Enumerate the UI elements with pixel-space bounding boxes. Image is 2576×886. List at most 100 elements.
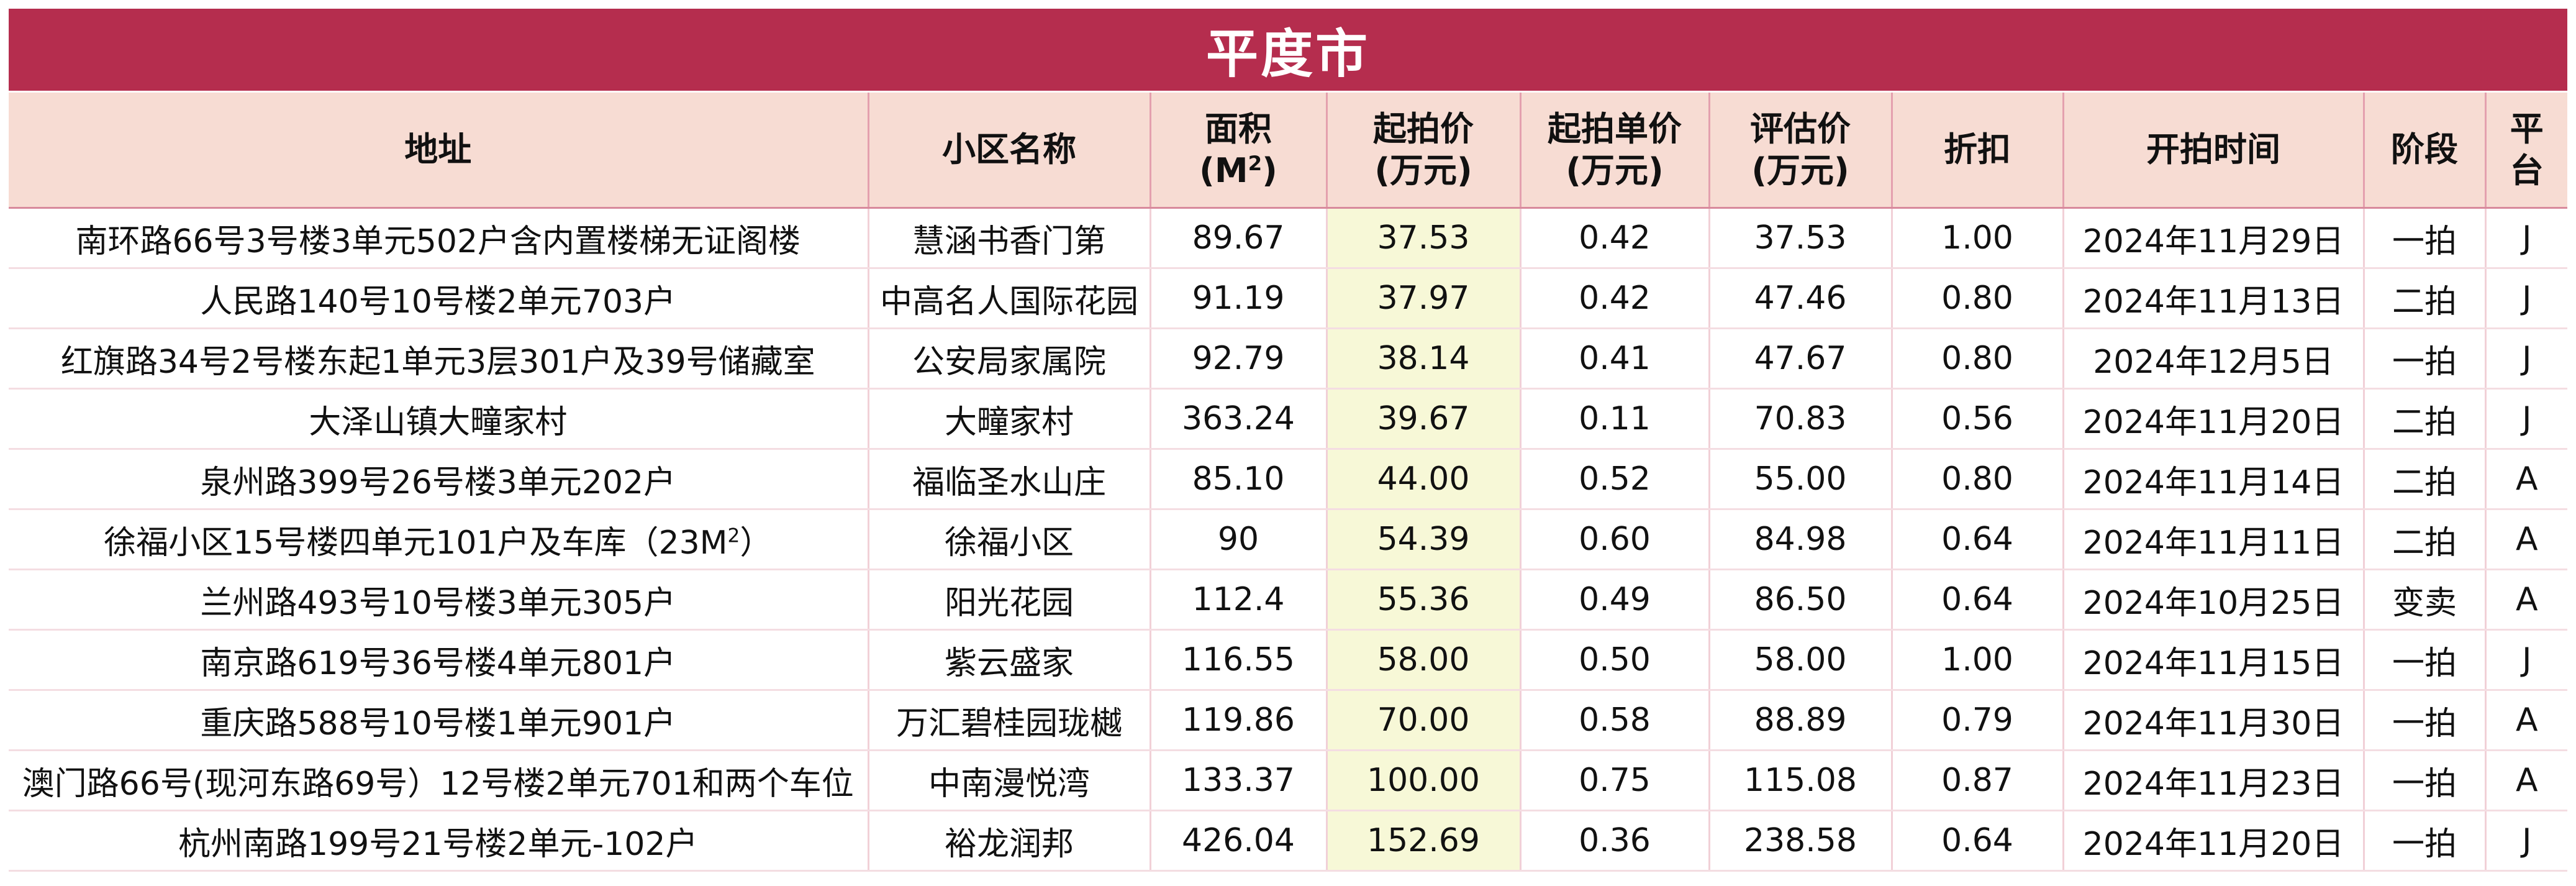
header-row: 地址 小区名称 面积 (M2) 起拍价 (万元) 起拍单价 (万元) 评估价 (万元) … <box>9 93 2567 209</box>
cell-address: 澳门路66号(现河东路69号）12号楼2单元701和两个车位 <box>9 750 869 811</box>
cell-unit-price: 0.50 <box>1520 629 1710 691</box>
cell-platform: J <box>2485 810 2567 872</box>
table-row: 泉州路399号26号楼3单元202户 福临圣水山庄 85.10 44.00 0.… <box>9 449 2567 510</box>
cell-discount: 0.80 <box>1892 328 2064 390</box>
cell-start-price: 37.97 <box>1327 268 1522 329</box>
cell-start-time: 2024年11月15日 <box>2063 629 2365 691</box>
cell-address: 徐福小区15号楼四单元101户及车库（23M2） <box>9 509 869 570</box>
cell-address: 重庆路588号10号楼1单元901户 <box>9 690 869 751</box>
cell-address: 杭州南路199号21号楼2单元-102户 <box>9 810 869 872</box>
cell-address: 南京路619号36号楼4单元801户 <box>9 629 869 691</box>
cell-start-price: 54.39 <box>1327 509 1522 570</box>
cell-unit-price: 0.36 <box>1520 810 1710 872</box>
cell-community: 公安局家属院 <box>868 328 1151 390</box>
cell-appraisal: 37.53 <box>1709 208 1893 269</box>
cell-unit-price: 0.42 <box>1520 208 1710 269</box>
cell-community: 裕龙润邦 <box>868 810 1151 872</box>
header-platform: 平台 <box>2485 93 2567 209</box>
cell-stage: 二拍 <box>2364 268 2487 329</box>
cell-appraisal: 47.46 <box>1709 268 1893 329</box>
table-row: 杭州南路199号21号楼2单元-102户 裕龙润邦 426.04 152.69 … <box>9 810 2567 872</box>
cell-stage: 一拍 <box>2364 750 2487 811</box>
cell-start-time: 2024年11月20日 <box>2063 388 2365 450</box>
cell-community: 徐福小区 <box>868 509 1151 570</box>
cell-start-time: 2024年11月23日 <box>2063 750 2365 811</box>
table-row: 南京路619号36号楼4单元801户 紫云盛家 116.55 58.00 0.5… <box>9 629 2567 691</box>
cell-start-time: 2024年11月13日 <box>2063 268 2365 329</box>
cell-platform: J <box>2485 629 2567 691</box>
cell-start-price: 37.53 <box>1327 208 1522 269</box>
cell-area: 119.86 <box>1150 690 1328 751</box>
cell-community: 阳光花园 <box>868 569 1151 631</box>
cell-area: 92.79 <box>1150 328 1328 390</box>
cell-area: 90 <box>1150 509 1328 570</box>
cell-appraisal: 238.58 <box>1709 810 1893 872</box>
cell-appraisal: 47.67 <box>1709 328 1893 390</box>
table-row: 重庆路588号10号楼1单元901户 万汇碧桂园珑樾 119.86 70.00 … <box>9 690 2567 751</box>
cell-discount: 0.87 <box>1892 750 2064 811</box>
cell-stage: 二拍 <box>2364 509 2487 570</box>
cell-appraisal: 88.89 <box>1709 690 1893 751</box>
cell-discount: 0.79 <box>1892 690 2064 751</box>
header-area: 面积 (M2) <box>1150 93 1328 209</box>
cell-community: 大疃家村 <box>868 388 1151 450</box>
auction-table-container: 平度市 地址 小区名称 面积 (M2) 起拍价 (万元) 起拍单价 (万元) 评估价(… <box>9 9 2567 872</box>
cell-appraisal: 70.83 <box>1709 388 1893 450</box>
cell-platform: J <box>2485 208 2567 269</box>
cell-start-price: 152.69 <box>1327 810 1522 872</box>
cell-unit-price: 0.49 <box>1520 569 1710 631</box>
cell-address: 大泽山镇大疃家村 <box>9 388 869 450</box>
table-row: 人民路140号10号楼2单元703户 中高名人国际花园 91.19 37.97 … <box>9 268 2567 329</box>
table-row: 南环路66号3号楼3单元502户含内置楼梯无证阁楼 慧涵书香门第 89.67 3… <box>9 208 2567 269</box>
cell-discount: 0.64 <box>1892 569 2064 631</box>
cell-stage: 一拍 <box>2364 629 2487 691</box>
cell-area: 363.24 <box>1150 388 1328 450</box>
cell-start-price: 44.00 <box>1327 449 1522 510</box>
table-row: 兰州路493号10号楼3单元305户 阳光花园 112.4 55.36 0.49… <box>9 569 2567 631</box>
cell-stage: 一拍 <box>2364 810 2487 872</box>
cell-start-time: 2024年12月5日 <box>2063 328 2365 390</box>
cell-start-price: 39.67 <box>1327 388 1522 450</box>
cell-stage: 一拍 <box>2364 208 2487 269</box>
cell-start-time: 2024年11月30日 <box>2063 690 2365 751</box>
cell-discount: 0.64 <box>1892 509 2064 570</box>
cell-community: 万汇碧桂园珑樾 <box>868 690 1151 751</box>
cell-discount: 0.80 <box>1892 268 2064 329</box>
cell-community: 福临圣水山庄 <box>868 449 1151 510</box>
cell-area: 112.4 <box>1150 569 1328 631</box>
cell-discount: 1.00 <box>1892 629 2064 691</box>
cell-start-price: 58.00 <box>1327 629 1522 691</box>
cell-start-price: 55.36 <box>1327 569 1522 631</box>
cell-platform: A <box>2485 750 2567 811</box>
cell-start-time: 2024年11月29日 <box>2063 208 2365 269</box>
header-start-time: 开拍时间 <box>2063 93 2365 209</box>
cell-unit-price: 0.42 <box>1520 268 1710 329</box>
cell-platform: J <box>2485 328 2567 390</box>
cell-discount: 0.80 <box>1892 449 2064 510</box>
cell-area: 91.19 <box>1150 268 1328 329</box>
cell-platform: A <box>2485 449 2567 510</box>
cell-appraisal: 84.98 <box>1709 509 1893 570</box>
cell-appraisal: 86.50 <box>1709 569 1893 631</box>
cell-area: 133.37 <box>1150 750 1328 811</box>
cell-stage: 二拍 <box>2364 449 2487 510</box>
table-title: 平度市 <box>9 9 2567 93</box>
cell-discount: 0.56 <box>1892 388 2064 450</box>
cell-unit-price: 0.58 <box>1520 690 1710 751</box>
header-stage: 阶段 <box>2364 93 2487 209</box>
cell-community: 紫云盛家 <box>868 629 1151 691</box>
table-row: 徐福小区15号楼四单元101户及车库（23M2） 徐福小区 90 54.39 0… <box>9 509 2567 570</box>
cell-community: 慧涵书香门第 <box>868 208 1151 269</box>
cell-address: 人民路140号10号楼2单元703户 <box>9 268 869 329</box>
cell-address: 南环路66号3号楼3单元502户含内置楼梯无证阁楼 <box>9 208 869 269</box>
table-row: 大泽山镇大疃家村 大疃家村 363.24 39.67 0.11 70.83 0.… <box>9 388 2567 450</box>
cell-stage: 一拍 <box>2364 690 2487 751</box>
cell-area: 426.04 <box>1150 810 1328 872</box>
cell-platform: A <box>2485 569 2567 631</box>
table-row: 红旗路34号2号楼东起1单元3层301户及39号储藏室 公安局家属院 92.79… <box>9 328 2567 390</box>
cell-platform: J <box>2485 268 2567 329</box>
cell-appraisal: 55.00 <box>1709 449 1893 510</box>
header-address: 地址 <box>9 93 869 209</box>
cell-start-time: 2024年11月14日 <box>2063 449 2365 510</box>
header-community: 小区名称 <box>868 93 1151 209</box>
